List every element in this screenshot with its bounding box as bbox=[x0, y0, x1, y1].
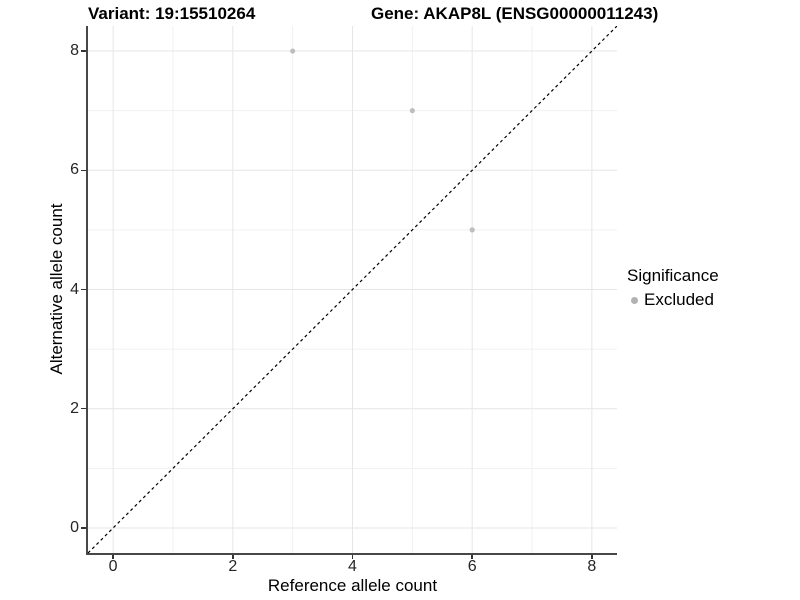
legend: Significance Excluded bbox=[627, 265, 719, 310]
y-tick-mark bbox=[81, 527, 86, 529]
y-tick-label: 2 bbox=[70, 399, 79, 417]
x-axis-title: Reference allele count bbox=[267, 576, 438, 595]
y-tick-mark bbox=[81, 169, 86, 172]
x-tick-mark bbox=[591, 555, 593, 559]
y-tick-mark bbox=[81, 288, 86, 291]
plot-panel bbox=[86, 26, 617, 555]
x-tick-label: 6 bbox=[467, 558, 477, 575]
legend-items: Excluded bbox=[627, 290, 719, 310]
x-tick-mark bbox=[471, 555, 473, 559]
x-tick-mark bbox=[351, 555, 354, 559]
y-tick-label: 4 bbox=[70, 280, 79, 298]
plot-canvas bbox=[88, 26, 617, 553]
x-tick-mark bbox=[112, 555, 114, 559]
x-tick-label: 2 bbox=[228, 558, 238, 575]
variant-title: Variant: 19:15510264 bbox=[88, 4, 256, 23]
legend-key-point-icon bbox=[631, 296, 638, 304]
x-tick-label: 0 bbox=[108, 558, 118, 575]
legend-item-label: Excluded bbox=[644, 290, 714, 309]
data-point bbox=[469, 227, 475, 233]
data-point bbox=[409, 108, 415, 114]
legend-title: Significance bbox=[627, 266, 719, 285]
y-tick-mark bbox=[81, 407, 86, 410]
legend-item: Excluded bbox=[627, 290, 719, 310]
y-tick-label: 8 bbox=[70, 42, 79, 60]
x-tick-label: 8 bbox=[587, 558, 597, 575]
gene-title: Gene: AKAP8L (ENSG00000011243) bbox=[371, 4, 659, 23]
data-point bbox=[290, 48, 296, 54]
x-tick-mark bbox=[232, 555, 234, 559]
y-tick-mark bbox=[81, 50, 86, 52]
x-tick-label: 4 bbox=[348, 558, 357, 575]
y-tick-label: 0 bbox=[70, 518, 79, 536]
identity-reference-line bbox=[88, 26, 617, 553]
y-tick-label: 6 bbox=[70, 161, 79, 179]
